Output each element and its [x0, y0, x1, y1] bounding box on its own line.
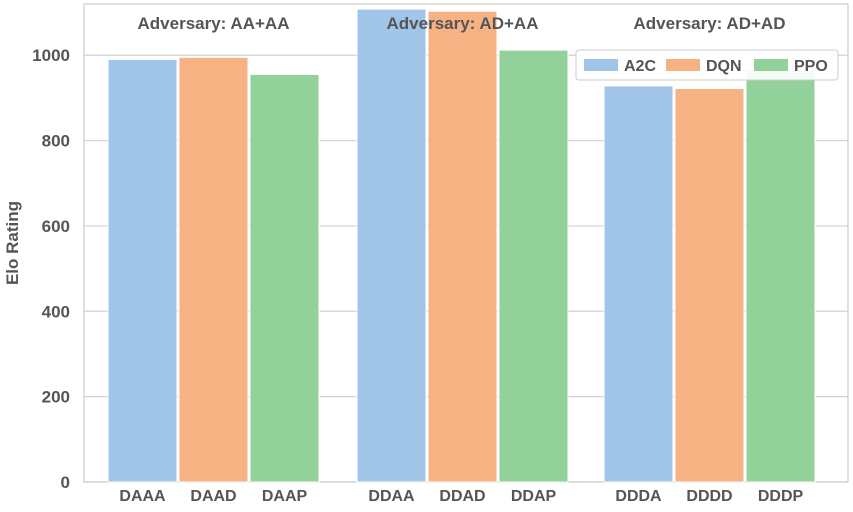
group-title-3: Adversary: AD+AD	[634, 14, 786, 33]
x-tick-label-DAAD: DAAD	[190, 488, 236, 505]
y-tick-label-200: 200	[42, 388, 70, 407]
x-tick-label-DAAP: DAAP	[262, 488, 308, 505]
y-tick-label-400: 400	[42, 302, 70, 321]
bar-DDDP	[745, 69, 816, 483]
bar-DAAD	[178, 56, 249, 483]
bar-DAAP	[249, 73, 320, 483]
bar-DDAD	[427, 10, 498, 483]
x-tick-label-DDDP: DDDP	[758, 488, 804, 505]
x-tick-label-DDAP: DDAP	[511, 488, 557, 505]
x-tick-label-DDDD: DDDD	[686, 488, 732, 505]
legend-label-DQN: DQN	[706, 58, 742, 75]
x-tick-label-DAAA: DAAA	[119, 488, 166, 505]
legend-label-A2C: A2C	[624, 58, 656, 75]
x-tick-label-DDDA: DDDA	[615, 488, 662, 505]
bar-DDAA	[356, 8, 427, 483]
x-tick-label-DDAA: DDAA	[368, 488, 415, 505]
x-tick-label-DDAD: DDAD	[439, 488, 485, 505]
legend-swatch-A2C	[584, 59, 618, 71]
legend-swatch-DQN	[666, 59, 700, 71]
y-tick-label-1000: 1000	[32, 46, 70, 65]
legend-swatch-PPO	[754, 59, 788, 71]
bar-DDDD	[674, 88, 745, 483]
bar-DDAP	[498, 49, 569, 483]
bar-DAAA	[107, 58, 178, 483]
y-tick-label-600: 600	[42, 217, 70, 236]
legend-label-PPO: PPO	[794, 58, 828, 75]
group-title-1: Adversary: AA+AA	[138, 14, 290, 33]
bar-DDDA	[603, 85, 674, 483]
y-axis-label: Elo Rating	[3, 201, 22, 285]
group-title-2: Adversary: AD+AA	[387, 14, 539, 33]
y-tick-label-800: 800	[42, 132, 70, 151]
y-tick-label-0: 0	[61, 473, 70, 492]
legend-box	[575, 49, 839, 81]
